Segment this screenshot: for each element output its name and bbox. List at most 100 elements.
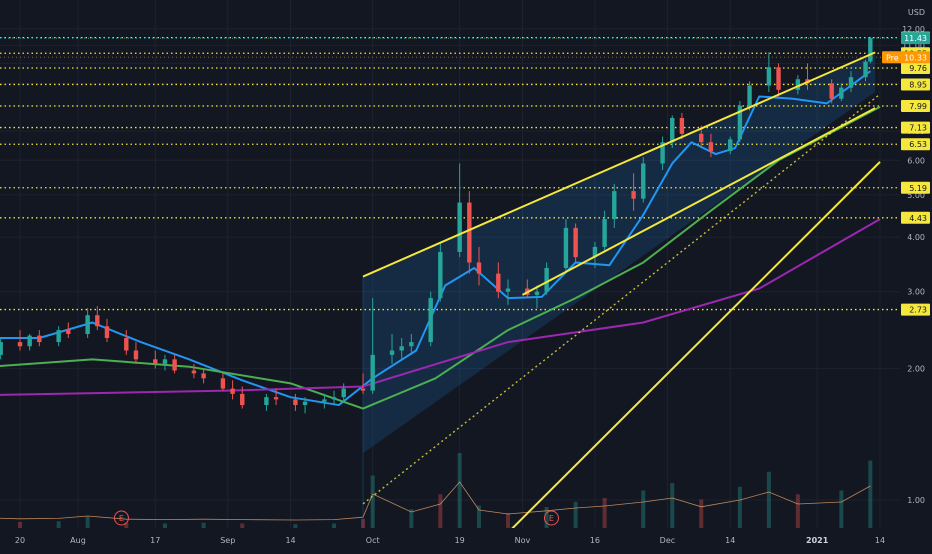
time-tick-label: 17 [150, 536, 160, 545]
price-tick-label: 4.00 [907, 233, 925, 242]
candle-body [457, 202, 462, 252]
volume-bar [18, 522, 22, 528]
volume-bars [0, 453, 873, 528]
support-trend-line [497, 161, 881, 544]
candle-body [331, 397, 337, 400]
time-tick-label: 19 [455, 536, 465, 545]
candles [0, 36, 873, 414]
candle-body [220, 378, 226, 389]
volume-bar [641, 490, 646, 528]
candle-body [670, 117, 675, 143]
candle-body [428, 298, 433, 343]
candle-body [476, 262, 482, 274]
volume-bar [602, 498, 607, 528]
level-tag-bg [901, 211, 930, 224]
premarket-tag-value: 10.33 [904, 53, 927, 62]
candle-body [399, 346, 404, 351]
candle-body [0, 342, 3, 355]
volume-bar [201, 522, 206, 528]
time-tick-label: 14 [725, 536, 735, 545]
candle-body [467, 202, 472, 263]
volume-bar [737, 486, 742, 528]
candle-body [37, 335, 42, 343]
last-price-tag: 11.43 [904, 34, 927, 43]
level-tag: 5.19 [909, 184, 927, 193]
candle-body [66, 330, 71, 335]
volume-bar [361, 519, 366, 528]
price-tick-label: 1.00 [907, 496, 925, 505]
candle-body [612, 191, 617, 220]
time-tick-label: 14 [285, 536, 295, 545]
candle-body [438, 251, 443, 299]
volume-bar [332, 523, 337, 528]
candle-body [153, 359, 158, 364]
candle-body [737, 105, 743, 140]
price-tick-label: 5.00 [907, 191, 925, 200]
candle-body [389, 350, 395, 355]
candle-body [563, 227, 569, 268]
candle-body [273, 397, 279, 400]
candle-body [191, 370, 197, 374]
earnings-marker [543, 510, 559, 526]
volume-bar [438, 494, 443, 528]
channel-fill [362, 52, 876, 528]
earnings-marker-label: E [119, 514, 124, 523]
time-tick-label: Nov [515, 536, 531, 545]
level-tag-bg [901, 121, 930, 134]
candle-body [534, 291, 540, 295]
level-tag-bg [901, 78, 930, 91]
time-tick-label: 20 [15, 536, 25, 545]
volume-bar [293, 524, 298, 528]
candle-body [302, 401, 308, 406]
candle-body [747, 85, 752, 106]
candle-body [631, 191, 636, 199]
candle-body [56, 330, 61, 343]
horizontal-levels [0, 36, 900, 311]
grid [0, 0, 900, 528]
channel-shading [363, 52, 876, 454]
volume-bar [868, 460, 873, 528]
channel-upper-line [362, 51, 876, 278]
currency-label: USD [908, 8, 925, 17]
level-tag: 7.13 [909, 124, 927, 133]
candle-body [839, 87, 844, 99]
candle-body [124, 338, 129, 351]
candle-body [641, 163, 646, 199]
candle-body [133, 350, 139, 360]
candle-body [505, 288, 511, 292]
candle-body [322, 399, 327, 402]
candle-body [863, 61, 868, 78]
candle-body [795, 79, 801, 90]
candle-body [496, 273, 501, 292]
volume-bar [457, 453, 462, 528]
candle-body [776, 67, 781, 90]
level-tag: 4.43 [909, 214, 927, 223]
candle-body [848, 77, 854, 88]
price-axis-bg [900, 0, 932, 550]
candle-body [264, 397, 269, 406]
candle-body [104, 326, 110, 339]
level-tag: 9.76 [909, 64, 927, 73]
candle-body [728, 139, 733, 152]
level-tag: 7.99 [909, 102, 927, 111]
candle-body [409, 342, 414, 347]
volume-bar [162, 523, 167, 528]
time-axis[interactable]: 20 Aug 17 Sep 14 Oct 19 Nov 16 Dec 14 2021 14 [15, 536, 885, 545]
level-tag: 6.53 [909, 140, 927, 149]
volume-bar [699, 499, 704, 528]
volume-bar [370, 475, 375, 528]
candle-body [679, 117, 685, 134]
volume-bar [670, 483, 675, 528]
candle-body [699, 133, 704, 143]
level-tag-bg [901, 181, 930, 194]
candle-body [85, 315, 90, 335]
candle-body [544, 267, 549, 292]
candle-body [27, 335, 32, 347]
moving-average-line [0, 218, 881, 396]
volume-bar [85, 516, 90, 528]
trend-channel[interactable] [362, 51, 881, 544]
earnings-marker [113, 510, 129, 526]
